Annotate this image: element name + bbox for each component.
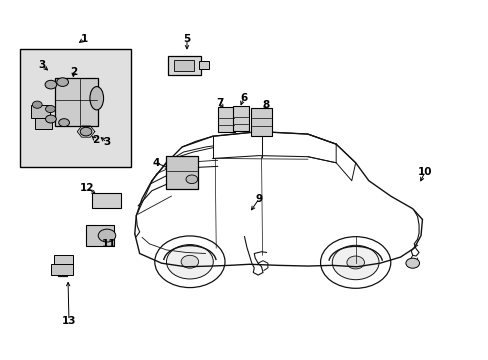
Text: 4: 4: [152, 158, 159, 168]
Bar: [20, 49, 131, 167]
FancyBboxPatch shape: [199, 61, 208, 69]
FancyBboxPatch shape: [31, 105, 50, 118]
FancyBboxPatch shape: [218, 107, 234, 132]
Text: 3: 3: [103, 138, 110, 147]
FancyBboxPatch shape: [165, 156, 198, 189]
FancyBboxPatch shape: [232, 107, 249, 131]
Circle shape: [320, 237, 390, 288]
Ellipse shape: [90, 87, 103, 110]
Circle shape: [181, 255, 198, 268]
FancyBboxPatch shape: [168, 56, 200, 75]
Text: 7: 7: [216, 98, 224, 108]
FancyBboxPatch shape: [250, 108, 272, 136]
FancyBboxPatch shape: [92, 193, 121, 208]
Circle shape: [155, 236, 224, 288]
Text: 2: 2: [70, 67, 77, 77]
Text: 6: 6: [240, 93, 246, 103]
Circle shape: [57, 78, 68, 86]
FancyBboxPatch shape: [35, 118, 52, 129]
Text: 11: 11: [102, 239, 116, 249]
Circle shape: [45, 115, 56, 123]
Text: 2: 2: [92, 135, 99, 145]
Circle shape: [346, 256, 364, 269]
Text: 12: 12: [80, 183, 95, 193]
Circle shape: [45, 80, 57, 89]
Circle shape: [45, 105, 55, 113]
FancyBboxPatch shape: [51, 264, 73, 275]
Circle shape: [98, 229, 116, 242]
FancyBboxPatch shape: [54, 255, 73, 265]
Text: 13: 13: [61, 316, 76, 325]
Circle shape: [331, 245, 378, 280]
Text: 8: 8: [262, 100, 269, 110]
Text: 3: 3: [39, 60, 46, 70]
Text: 9: 9: [255, 194, 262, 204]
Circle shape: [80, 127, 92, 136]
Circle shape: [185, 175, 197, 184]
Text: 1: 1: [81, 34, 88, 44]
FancyBboxPatch shape: [85, 225, 114, 246]
Circle shape: [32, 101, 42, 108]
Text: 10: 10: [417, 167, 431, 177]
Circle shape: [59, 119, 69, 127]
Circle shape: [166, 244, 213, 279]
Text: 5: 5: [183, 35, 190, 44]
Circle shape: [405, 258, 419, 268]
FancyBboxPatch shape: [173, 60, 194, 71]
FancyBboxPatch shape: [55, 78, 98, 126]
